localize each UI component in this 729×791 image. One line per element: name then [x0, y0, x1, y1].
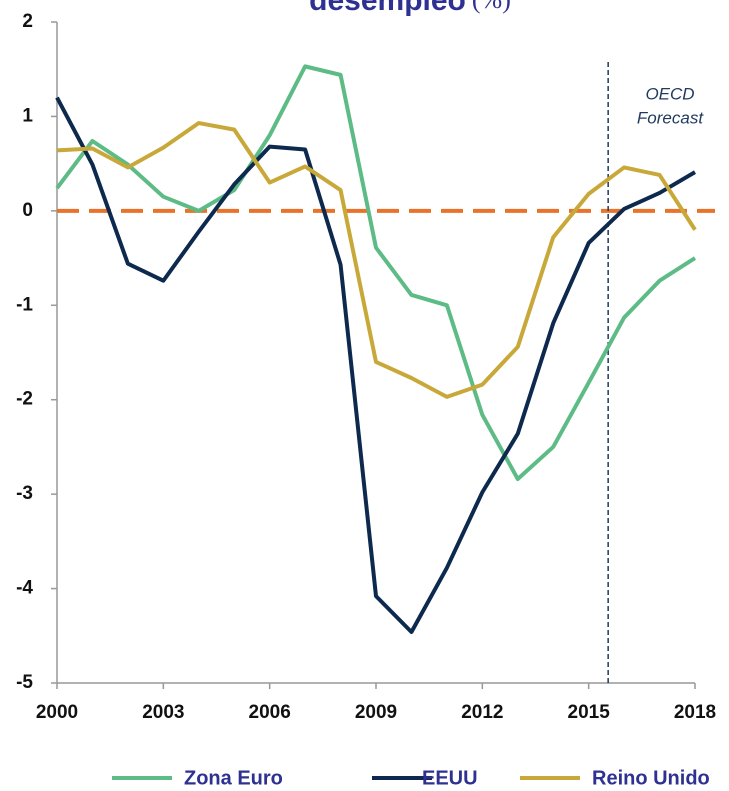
x-tick-label: 2006 [249, 702, 291, 723]
x-tick-label: 2003 [142, 702, 184, 723]
chart-title: desempleo (%) [309, 0, 511, 17]
x-tick-label: 2012 [461, 702, 503, 723]
annotation: OECD [645, 84, 694, 103]
y-tick-label: -4 [16, 578, 33, 599]
x-tick-label: 2015 [568, 702, 611, 723]
series-line [56, 121, 697, 399]
x-tick-label: 2009 [355, 702, 397, 723]
title-main: desempleo [309, 0, 466, 17]
y-tick-label: 1 [22, 105, 33, 126]
y-tick-label: -1 [16, 294, 33, 315]
y-tick-label: 2 [22, 11, 33, 32]
legend-label: EEUU [422, 767, 478, 789]
x-tick-label: 2018 [674, 702, 716, 723]
title-unit: (%) [472, 0, 511, 14]
legend-label: Zona Euro [184, 767, 283, 789]
series-line [55, 96, 697, 635]
annotation: Forecast [637, 108, 704, 127]
y-tick-label: -2 [16, 389, 33, 410]
y-tick-label: 0 [22, 200, 33, 221]
y-tick-label: -5 [16, 672, 33, 693]
x-tick-label: 2000 [36, 702, 78, 723]
y-tick-label: -3 [16, 483, 33, 504]
legend-label: Reino Unido [592, 767, 710, 789]
series-line [55, 64, 697, 482]
